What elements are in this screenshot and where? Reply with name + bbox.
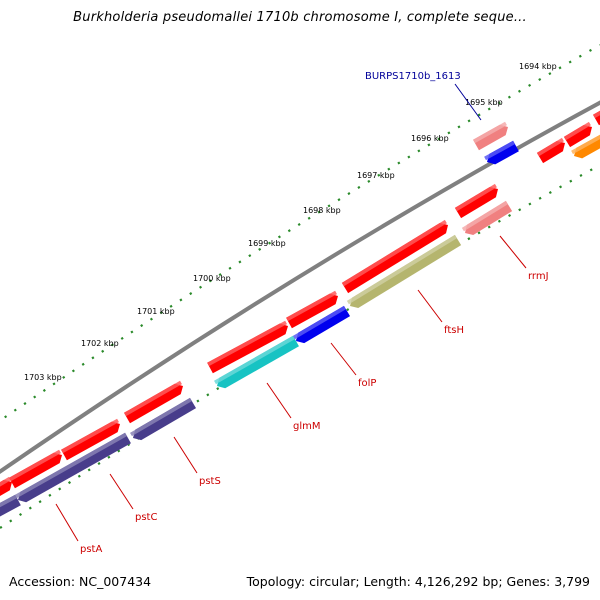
gene-block — [9, 449, 63, 489]
tick-label: 1695 kbp — [465, 98, 503, 107]
chromosome-backbone — [0, 100, 600, 474]
tick-label: 1701 kbp — [137, 307, 175, 316]
leader-line — [330, 342, 357, 376]
leader-line — [109, 473, 134, 510]
gene-block — [563, 121, 592, 148]
gene-block-pstS — [129, 397, 197, 441]
highlight-gene-label[interactable]: BURPS1710b_1613 — [365, 71, 461, 82]
tick-label: 1698 kbp — [303, 206, 341, 215]
gene-block-rrmJ — [461, 200, 513, 235]
gene-block — [484, 140, 519, 165]
tick-label: 1703 kbp — [24, 373, 62, 382]
gene-block-ftsH — [346, 234, 462, 308]
tick-labels: 1694 kbp 1695 kbp 1696 kbp 1697 kbp 1698 kbp… — [24, 62, 557, 382]
tick-label: 1702 kbp — [81, 339, 119, 348]
gene-block — [571, 134, 600, 159]
gene-label-glmM[interactable]: glmM — [293, 421, 321, 432]
outer-scale-ruler — [0, 44, 600, 422]
gene-label-pstA[interactable]: pstA — [80, 544, 102, 555]
tick-label: 1697 kbp — [357, 171, 395, 180]
gene-block — [0, 476, 12, 497]
leader-line — [417, 289, 443, 323]
leader-line — [173, 436, 198, 474]
gene-features — [0, 110, 600, 517]
topology-text: Topology: circular; Length: 4,126,292 bp… — [246, 574, 590, 589]
gene-label-folP[interactable]: folP — [358, 378, 376, 389]
gene-block-pstC — [15, 432, 131, 503]
leader-line — [454, 83, 482, 121]
tick-label: 1696 kbp — [411, 134, 449, 143]
gene-label-rrmJ[interactable]: rrmJ — [528, 271, 549, 282]
gene-block — [593, 110, 600, 126]
gene-block-folP — [292, 305, 351, 344]
tick-label: 1694 kbp — [519, 62, 557, 71]
gene-block-pstA — [0, 494, 21, 517]
tick-label: 1700 kbp — [193, 274, 231, 283]
gene-labels: BURPS1710b_1613 rrmJ ftsH folP glmM pstS pstC p… — [55, 71, 549, 555]
leader-line — [499, 235, 527, 269]
gene-label-pstC[interactable]: pstC — [135, 512, 157, 523]
gene-block — [124, 380, 183, 424]
leader-line — [266, 382, 292, 419]
gene-block — [207, 320, 288, 374]
accession-text: Accession: NC_007434 — [9, 574, 152, 589]
gene-block — [61, 418, 120, 461]
gene-block — [286, 290, 338, 329]
gene-label-ftsH[interactable]: ftsH — [444, 325, 464, 336]
gene-block — [536, 137, 565, 164]
leader-line — [55, 503, 79, 542]
gene-block-glmM — [214, 335, 299, 389]
gene-block-highlighted — [473, 121, 508, 151]
tick-label: 1699 kbp — [248, 239, 286, 248]
gene-block — [454, 183, 498, 219]
gene-block — [341, 219, 448, 294]
gene-label-pstS[interactable]: pstS — [199, 476, 221, 487]
map-title: Burkholderia pseudomallei 1710b chromoso… — [73, 10, 527, 25]
